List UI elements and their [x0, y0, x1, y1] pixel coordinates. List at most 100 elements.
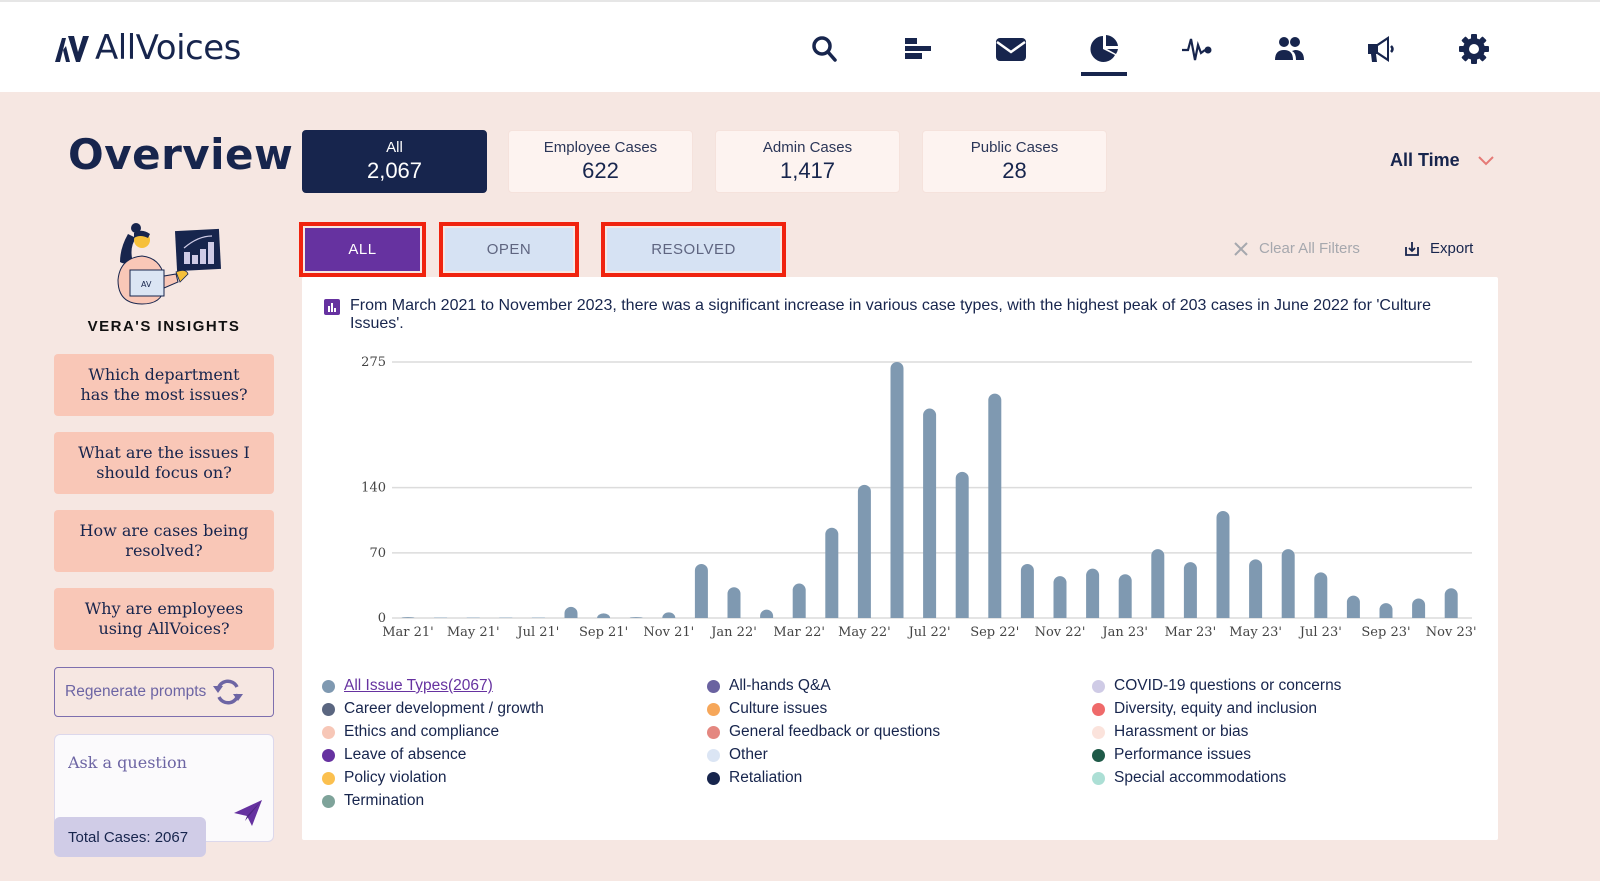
legend-item[interactable]: Termination [322, 792, 707, 810]
legend-dot-icon [322, 771, 335, 785]
legend-item[interactable]: All Issue Types(2067) [322, 677, 707, 695]
legend-item[interactable]: Leave of absence [322, 746, 707, 764]
allvoices-logo[interactable]: AllVoices [55, 28, 241, 68]
bar[interactable] [988, 393, 1002, 618]
legend-item[interactable]: All-hands Q&A [707, 677, 1092, 695]
bar[interactable] [1379, 603, 1393, 618]
nav-overview[interactable] [1079, 24, 1129, 76]
prompt-button[interactable]: What are the issues I should focus on? [54, 432, 274, 494]
legend-item[interactable]: Other [707, 746, 1092, 764]
legend-item[interactable]: Special accommodations [1092, 769, 1482, 787]
legend-dot-icon [322, 748, 335, 762]
stat-card-all[interactable]: All 2,067 [302, 130, 487, 193]
prompt-button[interactable]: How are cases being resolved? [54, 510, 274, 572]
nav-settings[interactable] [1449, 24, 1499, 74]
stat-value: 2,067 [366, 158, 423, 183]
legend-dot-icon [322, 679, 335, 693]
bar[interactable] [466, 617, 480, 618]
bar[interactable] [564, 606, 578, 618]
bar[interactable] [401, 617, 415, 618]
bar[interactable] [662, 612, 676, 618]
bar[interactable] [890, 362, 904, 618]
x-tick-label: Sep 21' [579, 625, 628, 640]
bar[interactable] [1118, 574, 1132, 618]
legend-item[interactable]: Culture issues [707, 700, 1092, 718]
vera-illustration: AV [117, 223, 222, 305]
bar[interactable] [1053, 576, 1067, 618]
stat-label: Admin Cases [762, 139, 853, 156]
legend-item[interactable]: Ethics and compliance [322, 723, 707, 741]
regenerate-prompts-button[interactable]: Regenerate prompts [54, 667, 274, 717]
prompt-button[interactable]: Which department has the most issues? [54, 354, 274, 416]
megaphone-icon [1368, 36, 1394, 62]
bar[interactable] [955, 471, 969, 618]
x-tick-label: Nov 23' [1426, 625, 1477, 640]
nav-activity[interactable] [1172, 24, 1222, 74]
bar[interactable] [629, 617, 643, 618]
time-range-dropdown[interactable]: All Time [1390, 150, 1494, 171]
bar[interactable] [1183, 562, 1197, 618]
prompt-button[interactable]: Why are employees using AllVoices? [54, 588, 274, 650]
x-tick-label: May 21' [447, 625, 500, 640]
legend-dot-icon [322, 725, 335, 739]
bar[interactable] [694, 564, 708, 618]
bar[interactable] [1444, 588, 1458, 618]
bar[interactable] [531, 617, 545, 618]
bar[interactable] [1412, 598, 1426, 618]
x-tick-label: May 23' [1229, 625, 1282, 640]
stat-card-public-cases[interactable]: Public Cases 28 [922, 130, 1107, 193]
bar[interactable] [1314, 572, 1328, 618]
clear-all-filters-button[interactable]: Clear All Filters [1233, 240, 1360, 257]
bar[interactable] [1281, 549, 1295, 618]
legend-label: Harassment or bias [1114, 723, 1249, 740]
tab-all[interactable]: ALL [299, 222, 426, 277]
legend-item[interactable]: Harassment or bias [1092, 723, 1482, 741]
legend-item[interactable]: Career development / growth [322, 700, 707, 718]
bar[interactable] [1216, 510, 1230, 618]
legend-label: Termination [344, 792, 425, 809]
stat-card-admin-cases[interactable]: Admin Cases 1,417 [715, 130, 900, 193]
stat-card-employee-cases[interactable]: Employee Cases 622 [508, 130, 693, 193]
legend-item[interactable]: COVID-19 questions or concerns [1092, 677, 1482, 695]
nav-users[interactable] [1264, 24, 1314, 74]
bar[interactable] [727, 587, 741, 618]
legend-label: Career development / growth [344, 700, 544, 717]
bar[interactable] [434, 617, 448, 618]
bar[interactable] [1020, 564, 1034, 618]
bar[interactable] [597, 613, 611, 618]
bar[interactable] [1086, 568, 1100, 618]
bar[interactable] [1151, 549, 1165, 618]
x-tick-label: Sep 22' [970, 625, 1019, 640]
x-tick-label: Nov 22' [1035, 625, 1086, 640]
nav-cases[interactable] [893, 24, 943, 74]
export-label: Export [1430, 240, 1474, 257]
tab-open[interactable]: OPEN [439, 222, 579, 277]
bar[interactable] [857, 484, 871, 618]
bar[interactable] [760, 609, 774, 618]
legend-item[interactable]: General feedback or questions [707, 723, 1092, 741]
stat-value: 28 [1002, 158, 1027, 183]
export-button[interactable]: Export [1404, 240, 1473, 257]
tab-resolved[interactable]: RESOLVED [601, 222, 786, 277]
bar[interactable] [1249, 559, 1263, 618]
bar[interactable] [1346, 595, 1360, 618]
bar[interactable] [499, 617, 513, 618]
legend-item[interactable]: Diversity, equity and inclusion [1092, 700, 1482, 718]
legend-dot-icon [322, 794, 335, 808]
tab-all-label: ALL [305, 228, 420, 271]
nav-search[interactable] [800, 24, 850, 74]
clear-all-filters-label: Clear All Filters [1259, 240, 1360, 257]
legend-item[interactable]: Policy violation [322, 769, 707, 787]
bar[interactable] [923, 408, 937, 618]
chevron-down-icon [1477, 155, 1494, 165]
nav-messages[interactable] [986, 24, 1036, 74]
bar[interactable] [825, 527, 839, 618]
x-tick-label: Jul 21' [515, 625, 559, 640]
ask-question-input[interactable] [68, 753, 228, 772]
legend-label: Culture issues [729, 700, 828, 717]
legend-item[interactable]: Performance issues [1092, 746, 1482, 764]
legend-item[interactable]: Retaliation [707, 769, 1092, 787]
nav-announcements[interactable] [1356, 24, 1406, 74]
send-icon[interactable] [233, 799, 263, 827]
bar[interactable] [792, 583, 806, 618]
